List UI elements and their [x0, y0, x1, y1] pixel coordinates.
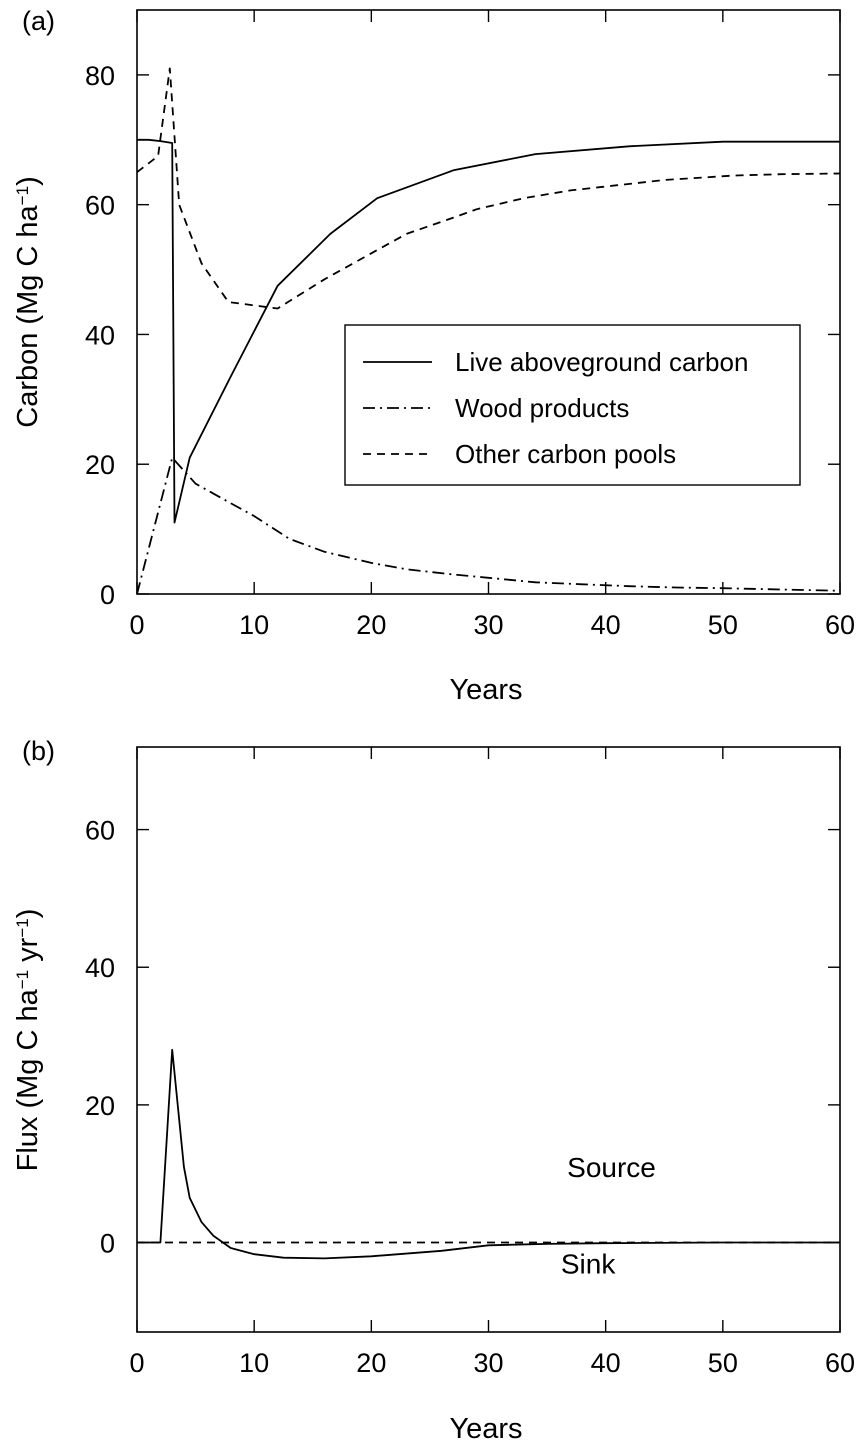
panel-a-y-tick-label: 60: [85, 191, 115, 221]
panel-a-ticks: 0 10 20 30 40 50 60 0 20 40 60 80: [85, 10, 855, 640]
panel-b-ticks: 0 10 20 30 40 50 60 0 20 40 60: [85, 747, 855, 1378]
panel-a-series-live-aboveground-carbon: [137, 138, 840, 524]
panel-a-x-tick-label: 10: [239, 610, 269, 640]
panel-a-series-wood-products: [136, 456, 841, 595]
panel-b-annotations: Source Sink: [561, 1152, 656, 1279]
panel-a-y-tick-label: 80: [85, 61, 115, 91]
legend: Live aboveground carbon Wood products Ot…: [344, 324, 801, 486]
panel-a-label: (a): [22, 6, 55, 36]
legend-label-live-aboveground-carbon: Live aboveground carbon: [455, 347, 748, 377]
panel-b-x-tick-label: 30: [473, 1348, 503, 1378]
panel-b-flux-chart: (b) 0 10 20 30 40 50 60 0 20 40 60 Source Sink Year…: [12, 736, 855, 1445]
panel-b-annotation-source: Source: [567, 1152, 656, 1183]
panel-b-x-tick-label: 10: [239, 1348, 269, 1378]
panel-a-x-axis-label: Years: [449, 674, 522, 706]
panel-b-y-tick-label: 60: [85, 816, 115, 846]
panel-b-x-axis-label: Years: [449, 1413, 522, 1445]
panel-b-x-tick-label: 20: [356, 1348, 386, 1378]
panel-b-series-net-flux: [137, 1048, 840, 1260]
panel-b-y-tick-label: 20: [85, 1091, 115, 1121]
panel-a-y-axis-label: Carbon (Mg C ha−1): [12, 176, 44, 428]
panel-b-y-tick-label: 40: [85, 953, 115, 983]
panel-b-x-tick-label: 0: [129, 1348, 144, 1378]
panel-a-x-tick-label: 60: [825, 610, 855, 640]
panel-a-x-tick-label: 40: [591, 610, 621, 640]
panel-a-x-tick-label: 50: [708, 610, 738, 640]
panel-a-y-tick-label: 40: [85, 320, 115, 350]
legend-label-wood-products: Wood products: [455, 393, 629, 423]
panel-b-label: (b): [22, 736, 55, 766]
panel-b-x-tick-label: 40: [591, 1348, 621, 1378]
panel-a-x-tick-label: 30: [473, 610, 503, 640]
panel-b-plot-frame: [136, 746, 841, 1333]
panel-a-plot-frame: [136, 9, 841, 595]
panel-b-series: [137, 1048, 840, 1260]
legend-box: [344, 324, 801, 486]
panel-a-y-tick-label: 20: [85, 450, 115, 480]
panel-b-x-tick-label: 50: [708, 1348, 738, 1378]
panel-a-x-tick-label: 0: [129, 610, 144, 640]
panel-b-y-axis-label: Flux (Mg C ha−1 yr−1): [12, 909, 44, 1172]
panel-a-y-tick-label: 0: [100, 580, 115, 610]
panel-b-y-tick-label: 0: [100, 1229, 115, 1259]
legend-label-other-carbon-pools: Other carbon pools: [455, 439, 676, 469]
panel-b-x-tick-label: 60: [825, 1348, 855, 1378]
panel-a-series-other-carbon-pools: [136, 67, 841, 310]
panel-b-annotation-sink: Sink: [561, 1249, 616, 1280]
panel-a-carbon-chart: (a) 0 10 20 30 40 50 60 0 20 40 60 80 Live abovegro…: [12, 6, 855, 706]
panel-a-series: [136, 67, 841, 595]
panel-a-x-tick-label: 20: [356, 610, 386, 640]
